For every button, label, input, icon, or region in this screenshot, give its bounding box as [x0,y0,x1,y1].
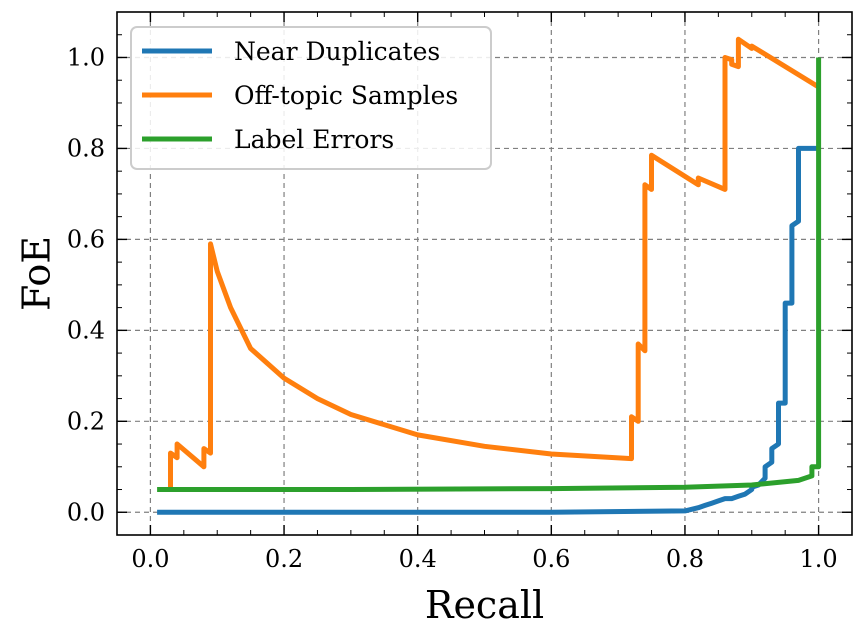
x-tick-label: 0.4 [399,545,437,573]
x-axis-title: Recall [425,583,544,627]
x-tick-label: 0.8 [666,545,704,573]
y-tick-label: 0.2 [67,407,105,435]
x-tick-label: 0.0 [131,545,169,573]
series-layer [157,36,822,515]
y-tick-label: 0.6 [67,225,105,253]
legend-label-off-topic-samples: Off-topic Samples [234,81,458,110]
x-tick-label: 1.0 [800,545,838,573]
series-line-off-topic-samples [168,36,820,490]
x-tick-label: 0.6 [532,545,570,573]
y-tick-label: 1.0 [67,43,105,71]
series-line-label-errors [157,57,822,492]
y-tick-label: 0.4 [67,316,105,344]
ticks [116,11,853,536]
y-tick-label: 0.0 [67,498,105,526]
x-tick-label: 0.2 [265,545,303,573]
tick-labels: 0.0 0.2 0.4 0.6 0.8 1.0 0.0 0.2 0.4 0.6 0.8 1.0 [67,43,838,573]
legend: Near Duplicates Off-topic Samples Label … [130,26,492,170]
legend-box [130,26,492,170]
legend-label-label-errors: Label Errors [234,125,394,154]
legend-label-near-duplicates: Near Duplicates [234,37,440,66]
y-axis-title: FoE [15,236,59,311]
y-tick-label: 0.8 [67,134,105,162]
